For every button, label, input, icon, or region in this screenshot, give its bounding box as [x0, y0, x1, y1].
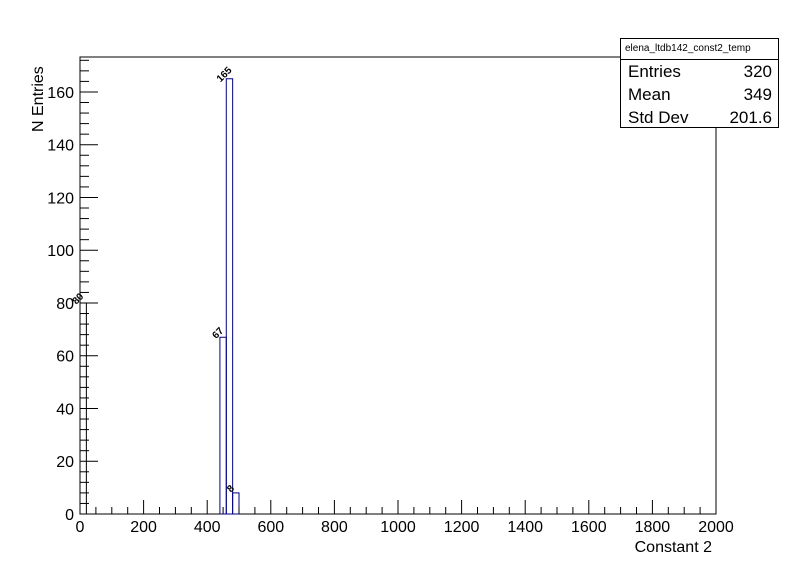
stats-label-stddev: Std Dev — [628, 108, 689, 127]
x-axis-title: Constant 2 — [634, 539, 712, 556]
stats-value-mean: 349 — [743, 85, 772, 104]
stats-label-entries: Entries — [628, 62, 681, 81]
y-axis: 0 20 40 60 80 100 120 140 160 — [47, 59, 98, 524]
histogram-bar — [232, 492, 240, 515]
x-tick-label: 400 — [194, 519, 221, 536]
y-tick-label: 60 — [56, 349, 74, 366]
histogram-bars — [79, 78, 240, 515]
x-axis: 0 200 400 600 800 1000 1200 1400 1600 1800 2000 — [76, 500, 734, 536]
x-tick-label: 1800 — [635, 519, 671, 536]
x-tick-label: 800 — [321, 519, 348, 536]
stats-row-stddev: Std Dev 201.6 — [621, 106, 778, 129]
x-tick-label: 1000 — [380, 519, 416, 536]
y-tick-label: 140 — [47, 138, 74, 155]
stats-label-mean: Mean — [628, 85, 671, 104]
stats-value-stddev: 201.6 — [729, 108, 772, 127]
histogram-bar — [225, 78, 234, 515]
x-tick-label: 1200 — [444, 519, 480, 536]
x-tick-label: 1600 — [571, 519, 607, 536]
y-tick-label: 80 — [56, 296, 74, 313]
x-tick-label: 600 — [257, 519, 284, 536]
y-tick-label: 40 — [56, 401, 74, 418]
bin-value-label: 67 — [211, 325, 227, 341]
stats-box-title: elena_ltdb142_const2_temp — [621, 39, 778, 60]
y-tick-label: 160 — [47, 85, 74, 102]
stats-value-entries: 320 — [743, 62, 772, 81]
x-tick-label: 0 — [76, 519, 85, 536]
x-tick-label: 1400 — [507, 519, 543, 536]
y-tick-label: 100 — [47, 243, 74, 260]
y-tick-label: 120 — [47, 190, 74, 207]
y-axis-title: N Entries — [30, 66, 47, 132]
y-tick-label: 0 — [65, 507, 74, 524]
x-tick-label: 200 — [130, 519, 157, 536]
stats-row-entries: Entries 320 — [621, 60, 778, 83]
y-tick-label: 20 — [56, 454, 74, 471]
x-tick-label: 2000 — [698, 519, 734, 536]
stats-row-mean: Mean 349 — [621, 83, 778, 106]
stats-box: elena_ltdb142_const2_temp Entries 320 Me… — [620, 38, 779, 128]
bin-value-label: 165 — [215, 65, 235, 85]
